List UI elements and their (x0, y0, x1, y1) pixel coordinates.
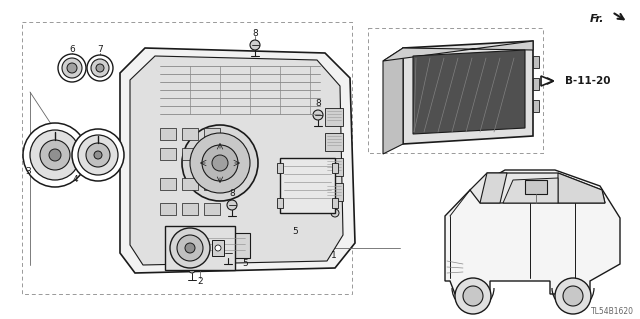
Bar (525, 180, 547, 194)
Circle shape (463, 286, 483, 306)
Circle shape (94, 151, 102, 159)
Circle shape (78, 135, 118, 175)
Polygon shape (558, 173, 605, 203)
Bar (533, 78, 539, 90)
Circle shape (555, 278, 591, 314)
Circle shape (86, 143, 110, 167)
Circle shape (215, 245, 221, 251)
Text: 7: 7 (97, 46, 103, 55)
Bar (280, 158, 335, 213)
Bar (533, 100, 539, 112)
Circle shape (185, 243, 195, 253)
Bar (182, 128, 198, 140)
Polygon shape (470, 173, 605, 203)
Bar (325, 108, 343, 126)
Polygon shape (445, 170, 620, 294)
Circle shape (58, 54, 86, 82)
Bar (160, 203, 176, 215)
Circle shape (96, 64, 104, 72)
Bar (204, 178, 220, 190)
Circle shape (202, 145, 238, 181)
Bar (325, 158, 343, 176)
Bar (332, 163, 338, 173)
Polygon shape (541, 76, 553, 86)
Bar (204, 148, 220, 160)
Bar (160, 148, 176, 160)
Bar (277, 163, 283, 173)
Bar (22, 22, 352, 294)
Polygon shape (413, 50, 525, 134)
Text: 1: 1 (331, 251, 337, 261)
Text: 3: 3 (25, 167, 31, 176)
Text: 8: 8 (252, 28, 258, 38)
Text: B-11-20: B-11-20 (565, 76, 611, 86)
Polygon shape (120, 48, 355, 273)
Bar (204, 128, 220, 140)
Bar (165, 226, 235, 270)
Circle shape (91, 59, 109, 77)
Circle shape (170, 228, 210, 268)
Polygon shape (403, 41, 533, 144)
Circle shape (212, 155, 228, 171)
Circle shape (331, 209, 339, 217)
Bar (332, 198, 338, 208)
Circle shape (182, 125, 258, 201)
Circle shape (62, 58, 82, 78)
Text: TL54B1620: TL54B1620 (591, 308, 634, 316)
Bar (182, 178, 198, 190)
Bar (182, 203, 198, 215)
Bar (195, 233, 250, 258)
Polygon shape (503, 178, 558, 203)
Circle shape (49, 149, 61, 161)
Circle shape (190, 133, 250, 193)
Text: 5: 5 (292, 227, 298, 236)
Bar (325, 183, 343, 201)
Bar (533, 56, 539, 68)
Circle shape (455, 278, 491, 314)
Circle shape (177, 235, 203, 261)
Bar (204, 203, 220, 215)
Polygon shape (130, 56, 343, 265)
Circle shape (563, 286, 583, 306)
Text: 6: 6 (69, 46, 75, 55)
Circle shape (72, 129, 124, 181)
Circle shape (227, 200, 237, 210)
Circle shape (40, 140, 70, 170)
Polygon shape (383, 48, 403, 154)
Circle shape (67, 63, 77, 73)
Polygon shape (480, 173, 507, 203)
Bar (160, 178, 176, 190)
Bar (277, 198, 283, 208)
Bar (368, 28, 543, 153)
Text: 8: 8 (315, 99, 321, 108)
Text: 2: 2 (197, 278, 203, 286)
Bar (325, 133, 343, 151)
Text: 5: 5 (242, 259, 248, 269)
Bar (212, 240, 224, 256)
Bar (182, 148, 198, 160)
Circle shape (223, 248, 233, 258)
Circle shape (250, 40, 260, 50)
Bar (160, 128, 176, 140)
Circle shape (30, 130, 80, 180)
Text: 4: 4 (72, 174, 78, 183)
Circle shape (23, 123, 87, 187)
Text: Fr.: Fr. (590, 14, 605, 24)
Polygon shape (383, 41, 533, 61)
Circle shape (189, 267, 195, 273)
Circle shape (87, 55, 113, 81)
Circle shape (313, 110, 323, 120)
Text: 8: 8 (229, 189, 235, 197)
